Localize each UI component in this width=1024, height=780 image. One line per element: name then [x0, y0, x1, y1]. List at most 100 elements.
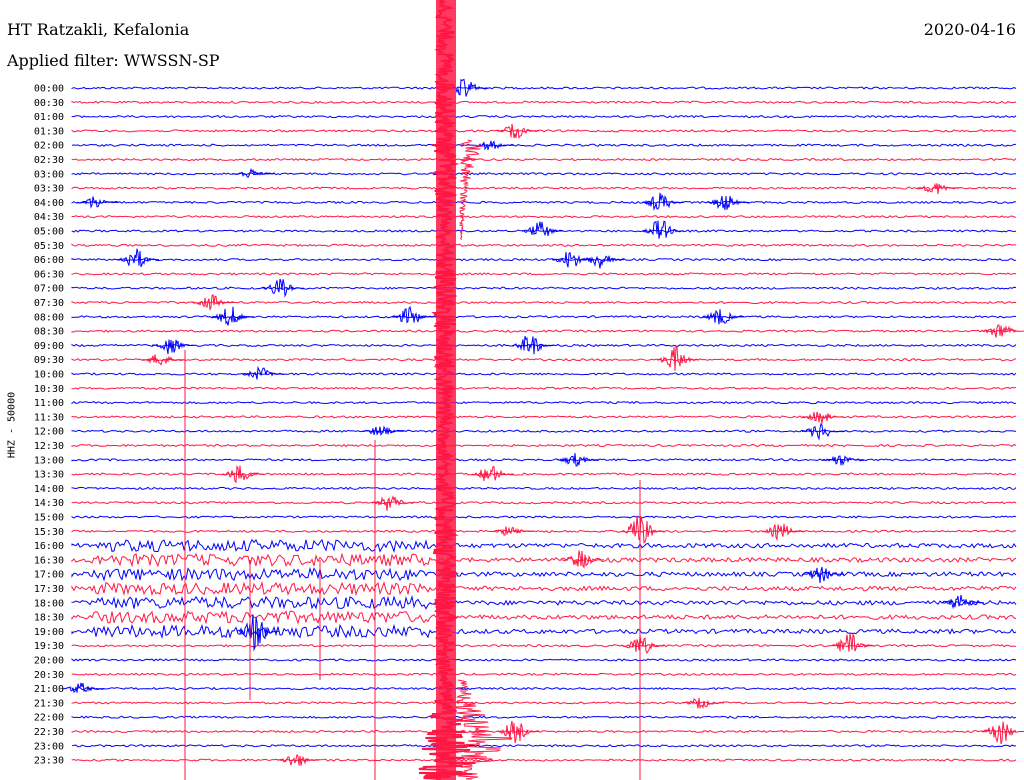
trace-2200 — [71, 715, 1017, 719]
time-label-1930: 19:30 — [34, 641, 64, 652]
trace-group — [71, 86, 1017, 762]
time-label-1130: 11:30 — [34, 412, 64, 423]
time-label-0530: 05:30 — [34, 241, 64, 252]
earthquake-coda — [458, 139, 484, 241]
trace-2230 — [71, 729, 1017, 734]
time-label-0500: 05:00 — [34, 227, 64, 238]
time-label-1700: 17:00 — [34, 570, 64, 581]
event-burst — [561, 550, 604, 569]
trace-0930 — [71, 358, 1017, 362]
event-burst — [581, 255, 624, 269]
trace-1200 — [71, 429, 1017, 433]
time-label-0830: 08:30 — [34, 327, 64, 338]
trace-1600 — [71, 538, 1017, 554]
event-burst — [656, 344, 699, 371]
time-label-1900: 19:00 — [34, 627, 64, 638]
trace-0400 — [71, 200, 1017, 205]
event-burst — [801, 566, 844, 583]
time-label-1330: 13:30 — [34, 470, 64, 481]
event-burst — [511, 335, 555, 355]
trace-1630 — [71, 552, 1017, 568]
event-burst — [682, 697, 724, 710]
event-burst — [831, 632, 874, 652]
time-label-0100: 01:00 — [34, 112, 64, 123]
time-label-1400: 14:00 — [34, 484, 64, 495]
event-burst — [981, 721, 1024, 745]
time-label-1430: 14:30 — [34, 498, 64, 509]
time-label-1000: 10:00 — [34, 370, 64, 381]
event-burst — [496, 720, 539, 744]
event-burst — [941, 594, 984, 610]
time-label-1800: 18:00 — [34, 598, 64, 609]
event-group — [61, 0, 1024, 780]
event-burst — [521, 221, 564, 237]
time-label-0000: 00:00 — [34, 84, 64, 95]
trace-0730 — [71, 300, 1017, 305]
event-burst — [241, 365, 284, 380]
trace-1300 — [71, 458, 1017, 462]
trace-0830 — [71, 329, 1017, 333]
event-burst — [701, 309, 744, 325]
event-burst — [221, 464, 265, 484]
event-burst — [391, 305, 434, 324]
trace-2300 — [71, 744, 1016, 748]
trace-1430 — [71, 501, 1017, 505]
trace-1130 — [71, 415, 1017, 419]
time-label-1200: 12:00 — [34, 427, 64, 438]
trace-2330 — [71, 758, 1017, 762]
event-burst — [981, 324, 1024, 338]
time-label-1230: 12:30 — [34, 441, 64, 452]
trace-0330 — [71, 186, 1017, 190]
time-label-0700: 07:00 — [34, 284, 64, 295]
trace-0200 — [71, 143, 1016, 147]
time-label-1630: 16:30 — [34, 555, 64, 566]
event-burst — [622, 515, 665, 544]
trace-0630 — [71, 272, 1017, 276]
trace-1900 — [71, 623, 1017, 640]
time-label-2330: 23:30 — [34, 756, 64, 767]
event-burst — [551, 251, 594, 268]
time-label-2100: 21:00 — [34, 684, 64, 695]
event-burst — [641, 220, 684, 239]
trace-0530 — [71, 243, 1017, 247]
time-label-1030: 10:30 — [34, 384, 64, 395]
trace-1030 — [71, 386, 1017, 391]
trace-0030 — [71, 100, 1017, 104]
event-burst — [916, 182, 959, 195]
time-label-2300: 23:00 — [34, 741, 64, 752]
time-label-group: 00:00 00:30 01:00 01:30 02:00 02:30 03:00 03:30… — [34, 84, 64, 767]
trace-1100 — [71, 400, 1017, 405]
trace-1230 — [71, 443, 1017, 448]
event-burst — [276, 753, 319, 766]
trace-1830 — [71, 610, 1017, 625]
event-burst — [361, 425, 404, 437]
event-burst — [371, 495, 414, 511]
time-label-0600: 06:00 — [34, 255, 64, 266]
event-burst — [117, 248, 159, 268]
time-label-0130: 01:30 — [34, 126, 64, 137]
trace-0900 — [71, 343, 1017, 348]
trace-0600 — [71, 257, 1017, 262]
time-label-2000: 20:00 — [34, 656, 64, 667]
time-label-1730: 17:30 — [34, 584, 64, 595]
event-burst — [621, 634, 664, 655]
trace-2030 — [71, 672, 1017, 676]
date-label: 2020-04-16 — [923, 20, 1016, 39]
time-label-1600: 16:00 — [34, 541, 64, 552]
time-label-0300: 03:00 — [34, 169, 64, 180]
time-label-2130: 21:30 — [34, 698, 64, 709]
event-burst — [261, 278, 304, 298]
trace-1930 — [71, 643, 1017, 648]
time-label-0330: 03:30 — [34, 184, 64, 195]
trace-0100 — [71, 114, 1017, 119]
time-label-0800: 08:00 — [34, 312, 64, 323]
trace-2130 — [71, 701, 1017, 705]
time-label-0900: 09:00 — [34, 341, 64, 352]
event-burst — [801, 422, 844, 441]
trace-1730 — [71, 580, 1017, 597]
trace-0000 — [71, 86, 1017, 90]
time-label-0730: 07:30 — [34, 298, 64, 309]
trace-1530 — [71, 529, 1017, 533]
main-earthquake-band — [436, 0, 456, 780]
time-label-1530: 15:30 — [34, 527, 64, 538]
